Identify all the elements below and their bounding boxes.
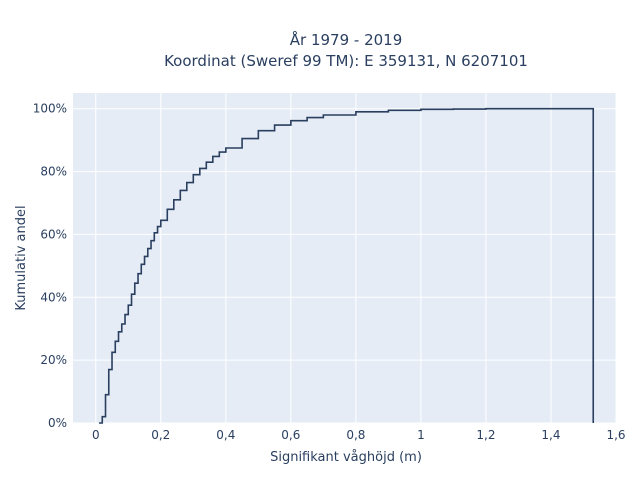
gridlines (73, 93, 617, 424)
x-tick-label: 0,6 (281, 428, 300, 442)
y-tick-label: 100% (33, 102, 67, 116)
y-tick-label: 0% (48, 416, 67, 430)
x-tick-label: 0,2 (151, 428, 170, 442)
y-axis-ticks: 0% 20% 40% 60% 80% 100% (33, 102, 67, 430)
y-tick-label: 20% (40, 353, 67, 367)
x-tick-label: 0,8 (346, 428, 365, 442)
chart-title-line1: År 1979 - 2019 (290, 30, 403, 49)
series-group (99, 107, 595, 424)
x-axis-title: Signifikant våghöjd (m) (270, 450, 422, 465)
y-tick-label: 60% (40, 227, 67, 241)
x-tick-label: 0,4 (216, 428, 235, 442)
y-tick-label: 40% (40, 290, 67, 304)
x-tick-label: 1,6 (606, 428, 625, 442)
x-axis-ticks: 0 0,2 0,4 0,6 0,8 1 1,2 1,4 1,6 (92, 428, 626, 442)
x-tick-label: 0 (92, 428, 100, 442)
x-tick-label: 1 (417, 428, 425, 442)
cumulative-step-line (99, 107, 595, 424)
plot-area (73, 93, 616, 423)
y-tick-label: 80% (40, 165, 67, 179)
x-tick-label: 1,4 (541, 428, 560, 442)
x-tick-label: 1,2 (476, 428, 495, 442)
y-axis-title: Kumulativ andel (14, 205, 29, 310)
chart-title-line2: Koordinat (Sweref 99 TM): E 359131, N 62… (164, 52, 528, 70)
